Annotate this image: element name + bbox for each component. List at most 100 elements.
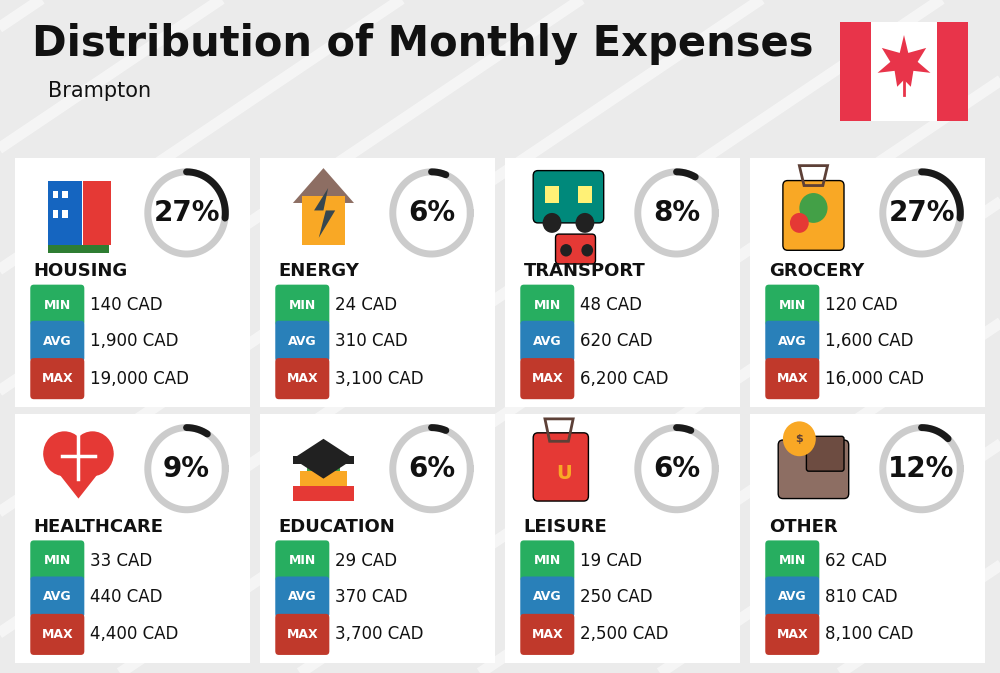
- Text: 62 CAD: 62 CAD: [825, 552, 887, 570]
- Circle shape: [581, 244, 593, 256]
- FancyBboxPatch shape: [520, 540, 574, 581]
- FancyBboxPatch shape: [765, 540, 819, 581]
- Text: 250 CAD: 250 CAD: [580, 588, 653, 606]
- Bar: [53, 190, 58, 198]
- FancyBboxPatch shape: [500, 153, 745, 412]
- Text: 48 CAD: 48 CAD: [580, 296, 642, 314]
- Bar: [62, 190, 68, 198]
- FancyBboxPatch shape: [520, 358, 574, 399]
- FancyBboxPatch shape: [520, 321, 574, 362]
- Text: MIN: MIN: [44, 299, 71, 312]
- Text: 33 CAD: 33 CAD: [90, 552, 152, 570]
- Bar: [840, 22, 871, 121]
- FancyBboxPatch shape: [806, 436, 844, 471]
- Text: AVG: AVG: [43, 334, 72, 348]
- Text: LEISURE: LEISURE: [524, 518, 608, 536]
- Text: 3,700 CAD: 3,700 CAD: [335, 625, 424, 643]
- FancyBboxPatch shape: [783, 180, 844, 250]
- Text: MAX: MAX: [286, 628, 318, 641]
- Bar: [83, 180, 111, 246]
- Text: MIN: MIN: [779, 299, 806, 312]
- Text: 6%: 6%: [408, 199, 455, 227]
- Text: 27%: 27%: [153, 199, 220, 227]
- FancyBboxPatch shape: [533, 171, 604, 223]
- Text: 6%: 6%: [408, 455, 455, 483]
- Text: 3,100 CAD: 3,100 CAD: [335, 369, 424, 388]
- FancyBboxPatch shape: [745, 153, 990, 412]
- Text: 120 CAD: 120 CAD: [825, 296, 898, 314]
- Text: MAX: MAX: [286, 372, 318, 385]
- Text: U: U: [556, 464, 572, 483]
- FancyBboxPatch shape: [255, 409, 500, 668]
- Circle shape: [576, 213, 594, 233]
- Circle shape: [790, 213, 809, 233]
- Text: AVG: AVG: [778, 590, 807, 604]
- Text: MIN: MIN: [534, 555, 561, 567]
- Text: HEALTHCARE: HEALTHCARE: [34, 518, 164, 536]
- FancyBboxPatch shape: [533, 433, 588, 501]
- Bar: [62, 211, 68, 218]
- Text: 9%: 9%: [163, 455, 210, 483]
- Text: AVG: AVG: [533, 334, 562, 348]
- Text: MIN: MIN: [534, 299, 561, 312]
- FancyBboxPatch shape: [30, 577, 84, 618]
- Polygon shape: [878, 35, 930, 87]
- Circle shape: [43, 431, 86, 476]
- FancyBboxPatch shape: [275, 321, 329, 362]
- FancyBboxPatch shape: [765, 321, 819, 362]
- Polygon shape: [293, 168, 354, 203]
- Text: GROCERY: GROCERY: [769, 262, 864, 281]
- FancyBboxPatch shape: [275, 358, 329, 399]
- Text: AVG: AVG: [288, 590, 317, 604]
- Bar: [302, 195, 345, 246]
- Circle shape: [543, 213, 561, 233]
- FancyBboxPatch shape: [778, 440, 849, 499]
- Text: 810 CAD: 810 CAD: [825, 588, 898, 606]
- Bar: [307, 456, 340, 471]
- Text: 440 CAD: 440 CAD: [90, 588, 163, 606]
- Text: 1,900 CAD: 1,900 CAD: [90, 332, 179, 350]
- Circle shape: [560, 244, 572, 256]
- FancyBboxPatch shape: [30, 358, 84, 399]
- Text: 2,500 CAD: 2,500 CAD: [580, 625, 669, 643]
- Text: 6,200 CAD: 6,200 CAD: [580, 369, 669, 388]
- Text: $: $: [795, 434, 803, 444]
- FancyBboxPatch shape: [765, 358, 819, 399]
- Text: 8%: 8%: [653, 199, 700, 227]
- Polygon shape: [314, 188, 335, 238]
- Text: HOUSING: HOUSING: [34, 262, 128, 281]
- FancyBboxPatch shape: [837, 19, 971, 124]
- Text: MIN: MIN: [44, 555, 71, 567]
- Bar: [48, 180, 82, 246]
- Text: 1,600 CAD: 1,600 CAD: [825, 332, 914, 350]
- Text: MAX: MAX: [776, 628, 808, 641]
- Bar: [937, 22, 968, 121]
- Bar: [293, 486, 354, 501]
- Text: AVG: AVG: [43, 590, 72, 604]
- FancyBboxPatch shape: [30, 614, 84, 655]
- FancyBboxPatch shape: [765, 285, 819, 326]
- Text: TRANSPORT: TRANSPORT: [524, 262, 646, 281]
- FancyBboxPatch shape: [30, 321, 84, 362]
- Text: MAX: MAX: [41, 628, 73, 641]
- Text: MAX: MAX: [776, 372, 808, 385]
- Text: 29 CAD: 29 CAD: [335, 552, 397, 570]
- Text: 19,000 CAD: 19,000 CAD: [90, 369, 189, 388]
- Text: 620 CAD: 620 CAD: [580, 332, 653, 350]
- Polygon shape: [293, 439, 354, 479]
- FancyBboxPatch shape: [275, 577, 329, 618]
- Text: 24 CAD: 24 CAD: [335, 296, 397, 314]
- Text: EDUCATION: EDUCATION: [279, 518, 396, 536]
- Circle shape: [71, 431, 114, 476]
- FancyBboxPatch shape: [556, 234, 595, 264]
- Text: 12%: 12%: [888, 455, 955, 483]
- FancyBboxPatch shape: [275, 285, 329, 326]
- Bar: [53, 211, 58, 218]
- Text: 6%: 6%: [653, 455, 700, 483]
- Bar: [62, 170, 68, 178]
- FancyBboxPatch shape: [275, 614, 329, 655]
- Text: 27%: 27%: [888, 199, 955, 227]
- Bar: [48, 245, 109, 253]
- Text: 8,100 CAD: 8,100 CAD: [825, 625, 914, 643]
- FancyBboxPatch shape: [10, 153, 255, 412]
